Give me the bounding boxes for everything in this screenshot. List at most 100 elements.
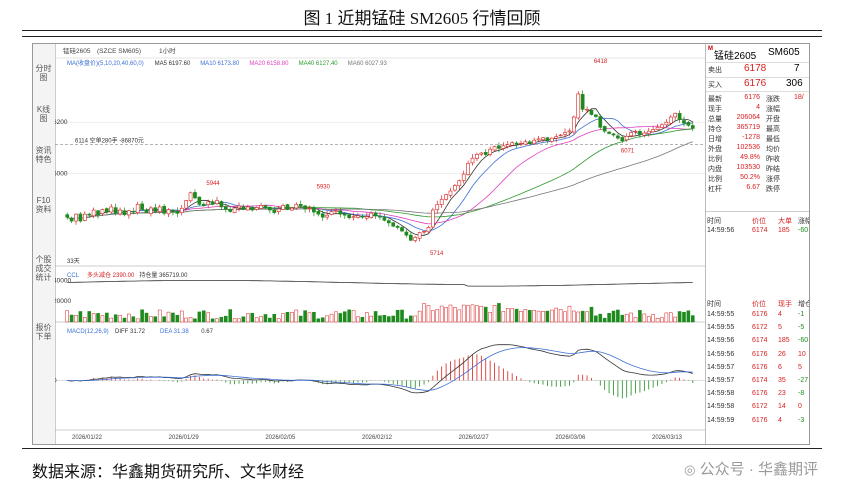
volume-bar[interactable]	[281, 313, 285, 323]
side-tab-0[interactable]: 分时图	[35, 64, 52, 82]
candle[interactable]	[378, 215, 382, 218]
candle[interactable]	[135, 204, 140, 213]
macd-chart[interactable]: MACD(12,26,9) DIFF 31.72 DEA 31.38 0.67 0	[53, 329, 705, 431]
volume-bar[interactable]	[201, 310, 206, 323]
candle[interactable]	[307, 207, 312, 210]
candle[interactable]	[395, 225, 400, 228]
volume-bar[interactable]	[686, 310, 691, 323]
volume-bar[interactable]	[316, 318, 321, 323]
volume-bar[interactable]	[241, 316, 246, 323]
volume-bar[interactable]	[140, 309, 144, 323]
candle[interactable]	[78, 213, 83, 222]
volume-bar[interactable]	[426, 305, 431, 323]
volume-bar[interactable]	[664, 312, 669, 323]
volume-bar[interactable]	[360, 316, 365, 323]
volume-bar[interactable]	[550, 309, 554, 323]
candle[interactable]	[325, 214, 329, 218]
volume-bar[interactable]	[373, 311, 378, 323]
candle[interactable]	[549, 137, 554, 142]
volume-bar[interactable]	[179, 310, 184, 323]
candle[interactable]	[602, 126, 607, 132]
volume-bar[interactable]	[558, 309, 563, 323]
volume-bar[interactable]	[572, 310, 576, 323]
candle[interactable]	[201, 203, 206, 206]
candle[interactable]	[206, 201, 211, 205]
volume-bar[interactable]	[616, 309, 620, 323]
volume-bar[interactable]	[237, 318, 241, 323]
candle[interactable]	[523, 141, 528, 145]
candle[interactable]	[241, 206, 246, 210]
candle[interactable]	[448, 190, 453, 196]
candle[interactable]	[276, 208, 281, 213]
candle[interactable]	[312, 207, 316, 213]
volume-bar[interactable]	[461, 304, 466, 323]
candle[interactable]	[369, 212, 374, 218]
candle[interactable]	[373, 212, 378, 216]
candle[interactable]	[391, 222, 396, 227]
volume-bar[interactable]	[387, 316, 391, 323]
candle[interactable]	[127, 210, 131, 216]
candle[interactable]	[329, 211, 334, 215]
volume-bar[interactable]	[290, 312, 294, 323]
volume-bar[interactable]	[488, 311, 492, 323]
candle[interactable]	[475, 153, 479, 159]
volume-bar[interactable]	[272, 313, 277, 323]
volume-bar[interactable]	[197, 311, 202, 323]
volume-bar[interactable]	[492, 305, 497, 323]
candle[interactable]	[497, 145, 501, 149]
volume-bar[interactable]	[122, 317, 127, 323]
volume-bar[interactable]	[254, 317, 259, 323]
candle[interactable]	[166, 209, 171, 215]
volume-bar[interactable]	[409, 315, 413, 323]
candle[interactable]	[285, 204, 290, 210]
volume-bar[interactable]	[514, 308, 519, 323]
volume-bar[interactable]	[677, 311, 682, 323]
volume-bar[interactable]	[563, 311, 567, 323]
volume-bar[interactable]	[127, 313, 131, 323]
volume-bar[interactable]	[382, 314, 387, 323]
candle[interactable]	[303, 205, 307, 210]
volume-bar[interactable]	[638, 310, 642, 323]
volume-bar[interactable]	[519, 310, 523, 323]
volume-bar[interactable]	[87, 311, 92, 323]
candle[interactable]	[294, 204, 299, 209]
side-tab-4[interactable]: 个股成交统计	[35, 255, 52, 282]
volume-bar[interactable]	[228, 309, 233, 323]
volume-bar[interactable]	[334, 311, 338, 323]
candle[interactable]	[360, 215, 365, 218]
candle[interactable]	[638, 131, 642, 135]
volume-bar[interactable]	[404, 318, 409, 323]
candle[interactable]	[404, 231, 409, 236]
volume-bar[interactable]	[206, 312, 210, 323]
volume-bar[interactable]	[338, 313, 343, 323]
candle[interactable]	[228, 209, 233, 212]
candle[interactable]	[281, 205, 285, 210]
candle[interactable]	[162, 205, 166, 214]
candle[interactable]	[316, 210, 321, 215]
volume-bar[interactable]	[91, 313, 96, 323]
volume-bar[interactable]	[342, 311, 347, 323]
candle[interactable]	[157, 206, 162, 212]
candle[interactable]	[461, 173, 466, 181]
candle[interactable]	[413, 236, 418, 241]
candle[interactable]	[245, 206, 250, 211]
candle[interactable]	[382, 217, 387, 221]
price-chart[interactable]: 6000 6200 MA(收盘价)(5,10,20,40,60,0) MA5 6197…	[53, 57, 705, 267]
volume-bar[interactable]	[219, 316, 224, 323]
volume-bar[interactable]	[422, 303, 426, 323]
candle[interactable]	[514, 142, 519, 145]
candle[interactable]	[435, 204, 440, 211]
volume-bar[interactable]	[320, 317, 325, 323]
candle[interactable]	[179, 207, 184, 213]
candle[interactable]	[386, 220, 391, 224]
period-label[interactable]: 1小时	[159, 46, 176, 55]
candle[interactable]	[320, 213, 325, 218]
candle[interactable]	[96, 210, 100, 215]
candle[interactable]	[422, 231, 426, 233]
volume-bar[interactable]	[246, 313, 250, 323]
volume-bar[interactable]	[475, 305, 479, 323]
candle[interactable]	[347, 214, 352, 219]
volume-bar[interactable]	[532, 310, 536, 323]
candle[interactable]	[87, 213, 92, 216]
candle[interactable]	[197, 196, 202, 205]
